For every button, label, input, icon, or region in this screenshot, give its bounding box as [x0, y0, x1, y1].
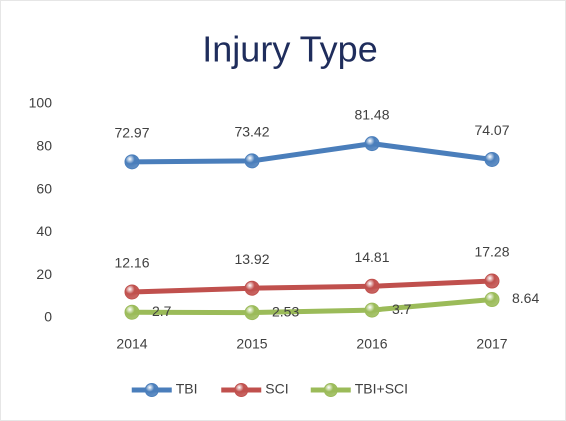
y-tick-label: 0	[44, 309, 52, 325]
x-tick-label: 2016	[356, 336, 387, 352]
y-tick-label: 100	[29, 95, 53, 111]
data-label: 13.92	[234, 251, 269, 267]
data-point	[124, 284, 140, 300]
y-tick-label: 80	[36, 138, 52, 154]
x-tick-label: 2014	[116, 336, 147, 352]
data-point	[244, 280, 260, 296]
y-tick-label: 40	[36, 223, 52, 239]
series-line	[131, 297, 493, 316]
series-line	[131, 141, 493, 165]
data-point	[364, 136, 380, 152]
y-tick-label: 20	[36, 266, 52, 282]
legend-marker	[144, 383, 159, 397]
data-label: 12.16	[114, 255, 149, 271]
data-label: 74.07	[474, 122, 509, 138]
data-point	[244, 153, 260, 169]
data-label: 17.28	[474, 244, 509, 260]
data-label: 14.81	[354, 249, 389, 265]
x-tick-label: 2015	[236, 336, 267, 352]
series-line	[131, 278, 493, 295]
chart-title: Injury Type	[202, 29, 377, 70]
legend-label: TBI	[176, 381, 198, 397]
data-point	[124, 304, 140, 320]
data-point	[124, 154, 140, 170]
data-label: 72.97	[114, 125, 149, 141]
legend-label: SCI	[265, 381, 288, 397]
x-tick-label: 2017	[476, 336, 507, 352]
legend-marker	[323, 383, 338, 397]
data-point	[484, 151, 500, 167]
data-label: 3.7	[392, 301, 412, 317]
data-label: 81.48	[354, 106, 389, 122]
legend-marker	[234, 383, 249, 397]
y-tick-label: 60	[36, 180, 52, 196]
data-point	[484, 273, 500, 289]
data-point	[364, 302, 380, 318]
data-label: 73.42	[234, 124, 269, 140]
data-point	[484, 292, 500, 308]
legend-label: TBI+SCI	[355, 381, 408, 397]
data-label: 2.53	[272, 303, 299, 319]
data-label: 8.64	[512, 290, 539, 306]
data-point	[364, 278, 380, 294]
data-point	[244, 305, 260, 321]
data-label: 2.7	[152, 303, 172, 319]
